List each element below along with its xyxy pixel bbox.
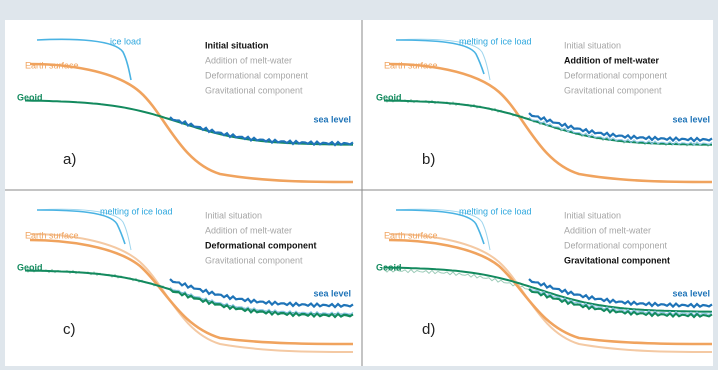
legend-item: Initial situation (564, 210, 621, 220)
geoid-label: Geoid (376, 262, 402, 272)
legend-item: Initial situation (205, 40, 269, 50)
sea-level-label: sea level (672, 114, 710, 124)
panel-letter: c) (63, 321, 76, 338)
panel-letter: a) (63, 151, 76, 168)
geoid-label: Geoid (17, 92, 43, 102)
legend-item: Addition of melt-water (564, 225, 651, 235)
legend-item: Gravitational component (205, 85, 303, 95)
earth-surface-label: Earth surface (384, 60, 438, 70)
legend-item: Addition of melt-water (564, 55, 659, 65)
sea-level-label: sea level (313, 288, 351, 298)
panel-letter: b) (422, 151, 435, 168)
legend-item: Gravitational component (205, 255, 303, 265)
legend-item: Deformational component (564, 240, 668, 250)
legend-item: Initial situation (564, 40, 621, 50)
legend-item: Gravitational component (564, 255, 670, 265)
legend-item: Gravitational component (564, 85, 662, 95)
geoid-label: Geoid (17, 262, 43, 272)
sea-level-label: sea level (672, 288, 710, 298)
legend-item: Addition of melt-water (205, 55, 292, 65)
earth-surface-label: Earth surface (384, 230, 438, 240)
ice-load-label: melting of ice load (100, 206, 173, 216)
earth-surface-label: Earth surface (25, 60, 79, 70)
ice-load-label: melting of ice load (459, 36, 532, 46)
ice-load-label: ice load (110, 36, 141, 46)
legend-item: Deformational component (564, 70, 668, 80)
panel-letter: d) (422, 321, 435, 338)
geoid-label: Geoid (376, 92, 402, 102)
legend-item: Deformational component (205, 240, 317, 250)
sea-level-label: sea level (313, 114, 351, 124)
legend-item: Initial situation (205, 210, 262, 220)
earth-surface-label: Earth surface (25, 230, 79, 240)
ice-load-label: melting of ice load (459, 206, 532, 216)
diagram: ice load Earth surface Geoid sea level a) Ini… (0, 0, 718, 370)
legend-item: Addition of melt-water (205, 225, 292, 235)
legend-item: Deformational component (205, 70, 309, 80)
